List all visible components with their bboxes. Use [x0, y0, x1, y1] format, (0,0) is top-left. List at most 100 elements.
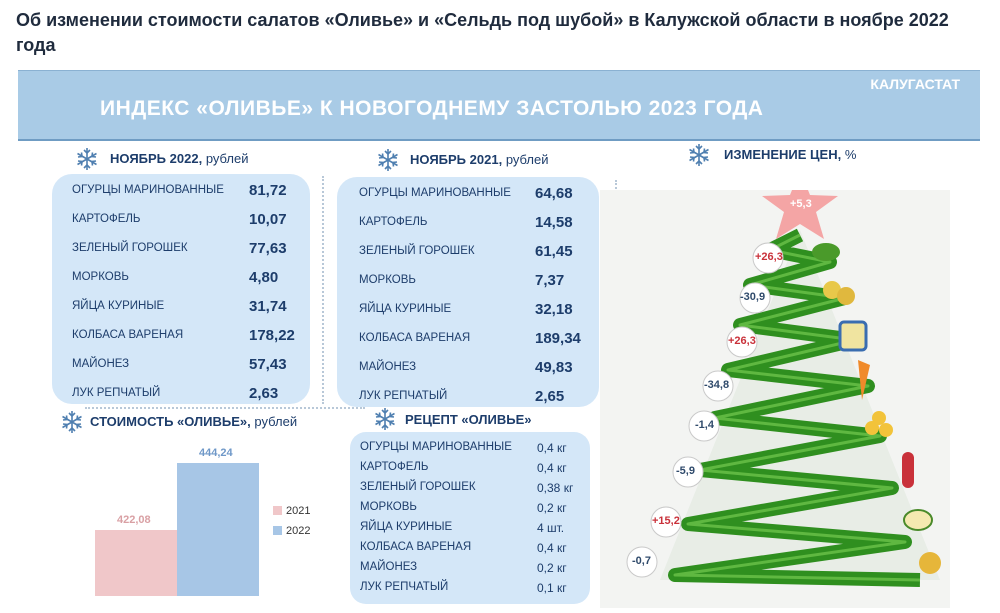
nov2022-item-name: МАЙОНЕЗ [72, 358, 130, 370]
snowflake-icon [378, 149, 398, 171]
nov2022-panel: ОГУРЦЫ МАРИНОВАННЫЕ 81,72 КАРТОФЕЛЬ 10,0… [52, 174, 310, 404]
egg-icon [879, 423, 893, 437]
changes-unit: % [844, 147, 857, 162]
nov2021-item-value: 61,45 [535, 243, 573, 260]
nov2022-item-name: МОРКОВЬ [72, 271, 129, 283]
recipe-item-name: КОЛБАСА ВАРЕНАЯ [360, 541, 472, 553]
nov2022-item-value: 178,22 [249, 327, 295, 344]
nov2021-item-name: КАРТОФЕЛЬ [359, 216, 428, 228]
nov2022-item-value: 57,43 [249, 356, 287, 373]
nov2021-unit: рублей [505, 152, 549, 167]
divider [85, 407, 365, 409]
changes-title: ИЗМЕНЕНИЕ ЦЕН, % [724, 147, 856, 162]
change-badge: -34,8 [704, 379, 730, 391]
recipe-item-qty: 4 шт. [537, 521, 565, 535]
recipe-item-name: ЗЕЛЕНЫЙ ГОРОШЕК [360, 481, 476, 493]
cost-title: СТОИМОСТЬ «ОЛИВЬЕ», рублей [90, 414, 297, 429]
recipe-item-name: МОРКОВЬ [360, 501, 417, 513]
legend-label: 2022 [286, 525, 311, 537]
recipe-item-qty: 0,4 кг [537, 441, 567, 455]
legend-label: 2021 [286, 505, 311, 517]
bar-2021 [95, 530, 177, 596]
nov2022-item-value: 77,63 [249, 240, 287, 257]
nov2022-item-name: ЗЕЛЕНЫЙ ГОРОШЕК [72, 242, 188, 254]
change-badge: -1,4 [695, 419, 714, 431]
nov2021-item-value: 49,83 [535, 359, 573, 376]
recipe-item-name: МАЙОНЕЗ [360, 561, 418, 573]
recipe-item-name: КАРТОФЕЛЬ [360, 461, 429, 473]
nov2022-item-value: 81,72 [249, 182, 287, 199]
cost-unit: рублей [254, 414, 298, 429]
nov2022-item-name: КОЛБАСА ВАРЕНАЯ [72, 329, 184, 341]
nov2022-item-value: 2,63 [249, 385, 279, 402]
nov2022-unit: рублей [205, 151, 249, 166]
nov2021-title-text: НОЯБРЬ 2021, [410, 152, 503, 167]
legend-swatch [273, 506, 282, 515]
peas-jar-icon [838, 320, 868, 352]
nov2021-item-value: 7,37 [535, 272, 565, 289]
nov2021-panel: ОГУРЦЫ МАРИНОВАННЫЕ 64,68 КАРТОФЕЛЬ 14,5… [337, 177, 599, 407]
recipe-title: РЕЦЕПТ «ОЛИВЬЕ» [405, 412, 532, 427]
nov2021-item-name: ЛУК РЕПЧАТЫЙ [359, 390, 448, 402]
recipe-item-qty: 0,1 кг [537, 581, 567, 595]
tree-graphic [626, 170, 941, 587]
snowflake-icon [689, 144, 709, 166]
christmas-tree-illustration: +5,3 +26,3 -30,9 +26,3 -34,8 -1,4 -5,9 +… [600, 170, 950, 608]
snowflake-icon [375, 408, 395, 430]
nov2022-title-text: НОЯБРЬ 2022, [110, 151, 203, 166]
nov2021-item-value: 32,18 [535, 301, 573, 318]
nov2021-title: НОЯБРЬ 2021, рублей [410, 152, 548, 167]
banner: ИНДЕКС «ОЛИВЬЕ» К НОВОГОДНЕМУ ЗАСТОЛЬЮ 2… [18, 70, 980, 141]
nov2022-item-value: 10,07 [249, 211, 287, 228]
nov2021-item-value: 64,68 [535, 185, 573, 202]
nov2021-item-name: ЯЙЦА КУРИНЫЕ [359, 303, 452, 315]
mayonnaise-icon [903, 509, 933, 531]
change-badge: +5,3 [790, 198, 812, 210]
nov2022-item-name: ОГУРЦЫ МАРИНОВАННЫЕ [72, 184, 224, 196]
change-badge: +26,3 [728, 335, 756, 347]
nov2022-item-name: ЯЙЦА КУРИНЫЕ [72, 300, 165, 312]
change-badge: +15,2 [652, 515, 680, 527]
legend-swatch [273, 526, 282, 535]
change-badge: +26,3 [755, 251, 783, 263]
recipe-item-qty: 0,4 кг [537, 461, 567, 475]
potato-icon [837, 287, 855, 305]
change-badge: -5,9 [676, 465, 695, 477]
changes-title-text: ИЗМЕНЕНИЕ ЦЕН, [724, 147, 842, 162]
recipe-item-qty: 0,38 кг [537, 481, 574, 495]
bar-2022 [177, 463, 259, 596]
recipe-item-name: ЛУК РЕПЧАТЫЙ [360, 581, 449, 593]
change-badge: -30,9 [740, 291, 766, 303]
nov2021-item-name: ОГУРЦЫ МАРИНОВАННЫЕ [359, 187, 511, 199]
recipe-panel: ОГУРЦЫ МАРИНОВАННЫЕ 0,4 кг КАРТОФЕЛЬ 0,4… [350, 432, 590, 604]
bar-label-2021: 422,08 [117, 514, 151, 526]
nov2021-item-value: 14,58 [535, 214, 573, 231]
nov2021-item-value: 189,34 [535, 330, 581, 347]
snowflake-icon [62, 411, 82, 433]
banner-source: КАЛУГАСТАТ [870, 76, 960, 92]
banner-title: ИНДЕКС «ОЛИВЬЕ» К НОВОГОДНЕМУ ЗАСТОЛЬЮ 2… [100, 97, 764, 120]
nov2022-item-name: ЛУК РЕПЧАТЫЙ [72, 387, 161, 399]
nov2021-item-name: ЗЕЛЕНЫЙ ГОРОШЕК [359, 245, 475, 257]
egg-icon [872, 411, 886, 425]
recipe-item-name: ОГУРЦЫ МАРИНОВАННЫЕ [360, 441, 512, 453]
nov2022-item-value: 4,80 [249, 269, 279, 286]
page-headline: Об изменении стоимости салатов «Оливье» … [16, 10, 949, 55]
recipe-item-name: ЯЙЦА КУРИНЫЕ [360, 521, 453, 533]
nov2021-item-name: МАЙОНЕЗ [359, 361, 417, 373]
snowflake-icon [77, 148, 97, 170]
carrot-icon [858, 360, 870, 400]
change-badge: -0,7 [632, 555, 651, 567]
cost-title-text: СТОИМОСТЬ «ОЛИВЬЕ», [90, 414, 251, 429]
legend-item-2021: 2021 [273, 505, 310, 517]
recipe-item-qty: 0,2 кг [537, 561, 567, 575]
legend-item-2022: 2022 [273, 525, 310, 537]
egg-icon [865, 421, 879, 435]
potato-icon [823, 281, 841, 299]
sausage-icon [902, 452, 914, 488]
nov2021-item-name: МОРКОВЬ [359, 274, 416, 286]
star-icon [762, 170, 838, 239]
bar-label-2022: 444,24 [199, 447, 233, 459]
nov2022-item-value: 31,74 [249, 298, 287, 315]
nov2022-item-name: КАРТОФЕЛЬ [72, 213, 141, 225]
